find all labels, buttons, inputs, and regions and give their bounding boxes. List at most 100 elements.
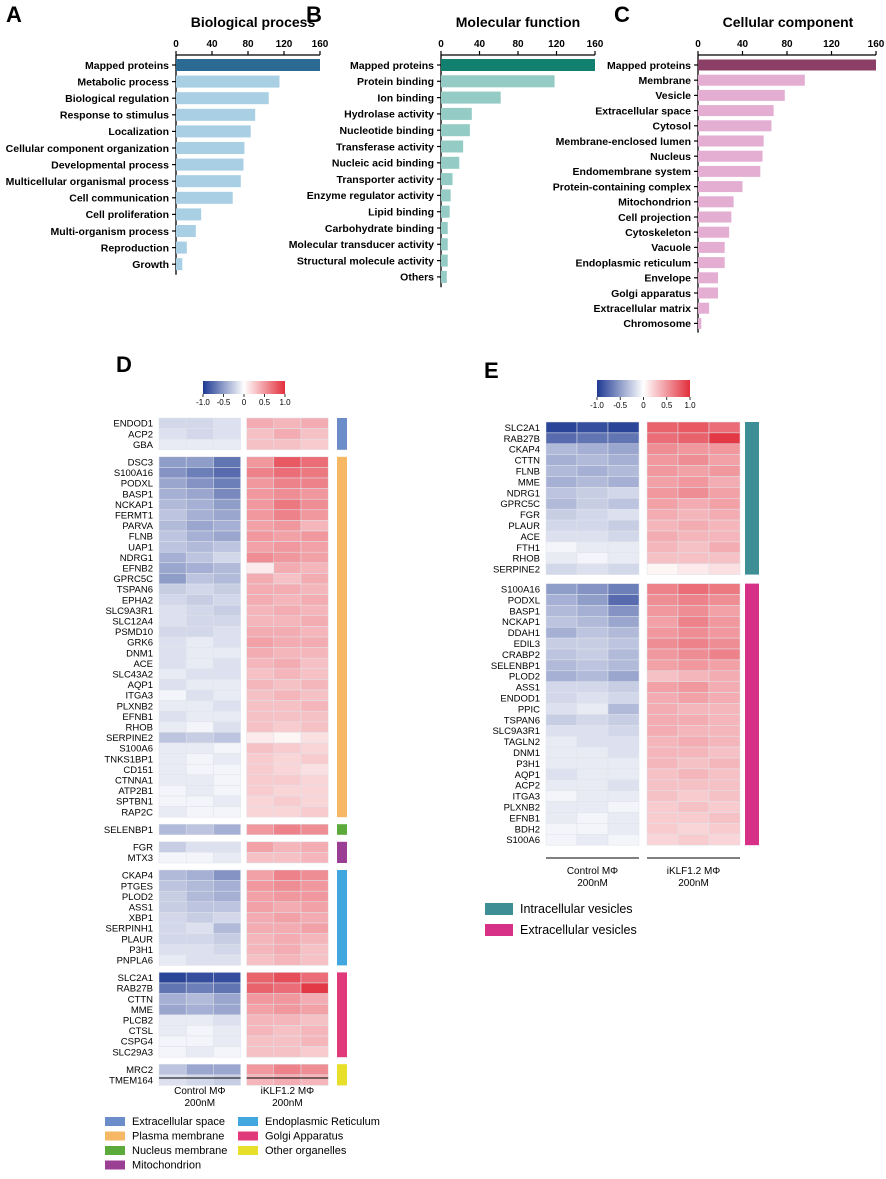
control-label-d: Control MΦ: [174, 1086, 225, 1097]
gene-label-d: EFNB1: [122, 712, 153, 723]
heat-cell-e: [677, 498, 710, 510]
heat-cell-d: [158, 668, 187, 680]
legend-swatch-e: [485, 903, 513, 915]
heat-cell-e: [708, 768, 741, 781]
gene-label-d: CKAP4: [122, 871, 153, 882]
gene-label-d: SLC12A4: [112, 617, 153, 628]
legend-label-e: Intracellular vesicles: [520, 902, 633, 916]
colorbar-label-e: -1.0: [590, 401, 604, 410]
heat-cell-e: [646, 476, 679, 488]
heat-cell-d: [185, 477, 214, 489]
heat-cell-e: [708, 541, 741, 554]
gene-label-d: FLNB: [129, 532, 153, 543]
heat-cell-d: [213, 710, 241, 723]
heat-cell-e: [708, 476, 741, 488]
heat-cell-e: [607, 541, 640, 554]
bar-b-ion-binding: [441, 91, 501, 104]
heat-cell-d: [246, 573, 275, 585]
heat-cell-d: [185, 488, 214, 500]
heat-cell-d: [246, 467, 275, 479]
legend-label-e: Extracellular vesicles: [520, 923, 637, 937]
gene-label-e: NDRG1: [507, 488, 540, 499]
heat-cell-d: [300, 498, 329, 511]
heat-cell-e: [576, 725, 609, 737]
gene-label-d: FGR: [133, 843, 153, 854]
heat-cell-d: [185, 689, 214, 701]
heat-cell-e: [545, 487, 578, 499]
heat-cell-d: [158, 647, 187, 659]
heat-cell-d: [300, 657, 329, 670]
heat-cell-e: [708, 616, 741, 628]
heat-cell-d: [300, 954, 329, 966]
legend-swatch-d: [238, 1131, 258, 1141]
heat-cell-e: [708, 812, 741, 824]
heat-cell-e: [646, 454, 679, 466]
heat-cell-d: [300, 912, 329, 924]
heat-cell-d: [185, 573, 214, 585]
heat-cell-d: [273, 488, 302, 500]
gene-label-d: TSPAN6: [117, 585, 153, 596]
heat-cell-e: [576, 594, 609, 606]
gene-label-e: SELENBP1: [491, 661, 540, 672]
x-tick-label-b: 40: [474, 39, 486, 50]
heat-cell-d: [185, 823, 214, 836]
heat-cell-e: [708, 626, 741, 639]
heat-cell-d: [300, 689, 329, 701]
gene-label-e: FGR: [520, 510, 540, 521]
heat-cell-d: [185, 1025, 214, 1037]
gene-label-d: MTX3: [128, 853, 153, 864]
heat-cell-d: [213, 841, 241, 853]
gene-label-d: RHOB: [126, 723, 153, 734]
gene-label-d: PSMD10: [115, 627, 153, 638]
bar-a-biological-regulation: [176, 92, 269, 105]
bar-c-vacuole: [698, 241, 725, 253]
heat-cell-d: [273, 498, 302, 511]
heat-cell-e: [708, 530, 741, 543]
heat-cell-d: [185, 541, 214, 553]
bar-c-mitochondrion: [698, 196, 734, 208]
category-label-c: Chromosome: [623, 318, 691, 330]
heat-cell-e: [708, 681, 741, 693]
heat-cell-d: [246, 785, 275, 797]
heat-cell-d: [158, 841, 187, 853]
heat-cell-d: [246, 795, 275, 807]
heat-cell-d: [185, 785, 214, 797]
heat-cell-d: [246, 438, 275, 451]
heat-cell-e: [646, 681, 679, 693]
gene-label-d: PLOD2: [122, 892, 153, 903]
heat-cell-e: [576, 432, 609, 445]
heat-cell-d: [273, 943, 302, 956]
panel-letter-c: C: [614, 2, 630, 27]
heat-cell-d: [185, 417, 214, 429]
heat-cell-d: [158, 943, 187, 956]
heat-cell-e: [677, 421, 710, 434]
heat-cell-d: [273, 583, 302, 595]
heat-cell-d: [213, 551, 241, 564]
category-label-a: Cell communication: [69, 193, 169, 205]
heat-cell-d: [246, 594, 275, 606]
gene-label-e: CKAP4: [509, 445, 540, 456]
heat-cell-e: [607, 681, 640, 693]
heat-cell-d: [273, 774, 302, 786]
heat-cell-d: [300, 626, 329, 638]
heat-cell-e: [677, 594, 710, 606]
gene-label-e: NCKAP1: [502, 617, 540, 628]
heat-cell-d: [273, 551, 302, 564]
heat-cell-e: [677, 801, 710, 813]
heat-cell-d: [158, 721, 187, 733]
heat-cell-d: [185, 806, 214, 818]
bar-c-golgi-apparatus: [698, 287, 719, 299]
category-label-a: Cell proliferation: [86, 209, 169, 221]
heat-cell-d: [213, 438, 241, 451]
heat-cell-e: [607, 659, 640, 672]
category-label-c: Membrane-enclosed lumen: [556, 136, 691, 148]
bar-b-nucleic-acid-binding: [441, 156, 460, 169]
heat-cell-d: [158, 1063, 187, 1076]
heat-cell-d: [185, 1046, 214, 1058]
x-tick-label-a: 80: [242, 39, 254, 50]
heat-cell-d: [158, 488, 187, 500]
heat-cell-e: [607, 530, 640, 543]
heat-cell-e: [708, 508, 741, 521]
heat-cell-e: [576, 779, 609, 791]
heat-cell-d: [246, 456, 275, 468]
